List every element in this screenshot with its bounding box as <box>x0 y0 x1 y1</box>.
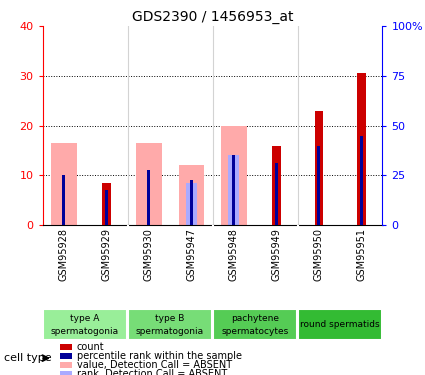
Bar <box>178 165 204 225</box>
Bar <box>60 362 72 368</box>
FancyBboxPatch shape <box>213 309 297 340</box>
Text: round spermatids: round spermatids <box>300 320 380 329</box>
Text: percentile rank within the sample: percentile rank within the sample <box>76 351 241 361</box>
Text: type A: type A <box>70 314 100 323</box>
Bar <box>102 183 110 225</box>
Text: GSM95928: GSM95928 <box>59 228 69 281</box>
Text: spermatogonia: spermatogonia <box>136 327 204 336</box>
Text: spermatogonia: spermatogonia <box>51 327 119 336</box>
Text: spermatocytes: spermatocytes <box>221 327 289 336</box>
FancyBboxPatch shape <box>128 309 212 340</box>
Bar <box>357 74 366 225</box>
Text: GSM95947: GSM95947 <box>186 228 196 281</box>
Bar <box>105 190 108 225</box>
Text: cell type: cell type <box>4 353 52 363</box>
Bar <box>186 183 197 225</box>
Text: GSM95948: GSM95948 <box>229 228 239 281</box>
Bar <box>314 111 323 225</box>
Bar <box>147 170 150 225</box>
Bar <box>232 155 235 225</box>
Bar <box>317 146 320 225</box>
FancyBboxPatch shape <box>43 309 127 340</box>
Title: GDS2390 / 1456953_at: GDS2390 / 1456953_at <box>132 10 293 24</box>
Text: GSM95929: GSM95929 <box>101 228 111 281</box>
Bar <box>51 143 76 225</box>
Text: value, Detection Call = ABSENT: value, Detection Call = ABSENT <box>76 360 232 370</box>
Text: type B: type B <box>155 314 185 323</box>
Text: count: count <box>76 342 104 352</box>
FancyBboxPatch shape <box>298 309 382 340</box>
Bar <box>275 163 278 225</box>
Text: GSM95930: GSM95930 <box>144 228 154 281</box>
Bar <box>360 136 363 225</box>
Bar <box>272 146 280 225</box>
Text: pachytene: pachytene <box>231 314 279 323</box>
Bar <box>60 353 72 359</box>
Bar <box>62 176 65 225</box>
Bar <box>221 126 246 225</box>
Bar <box>60 371 72 375</box>
Bar <box>228 155 239 225</box>
Text: GSM95950: GSM95950 <box>314 228 324 281</box>
Bar <box>190 180 193 225</box>
Bar <box>136 143 162 225</box>
Text: GSM95951: GSM95951 <box>356 228 366 281</box>
Text: rank, Detection Call = ABSENT: rank, Detection Call = ABSENT <box>76 369 227 375</box>
Bar <box>60 344 72 350</box>
Text: GSM95949: GSM95949 <box>271 228 281 281</box>
